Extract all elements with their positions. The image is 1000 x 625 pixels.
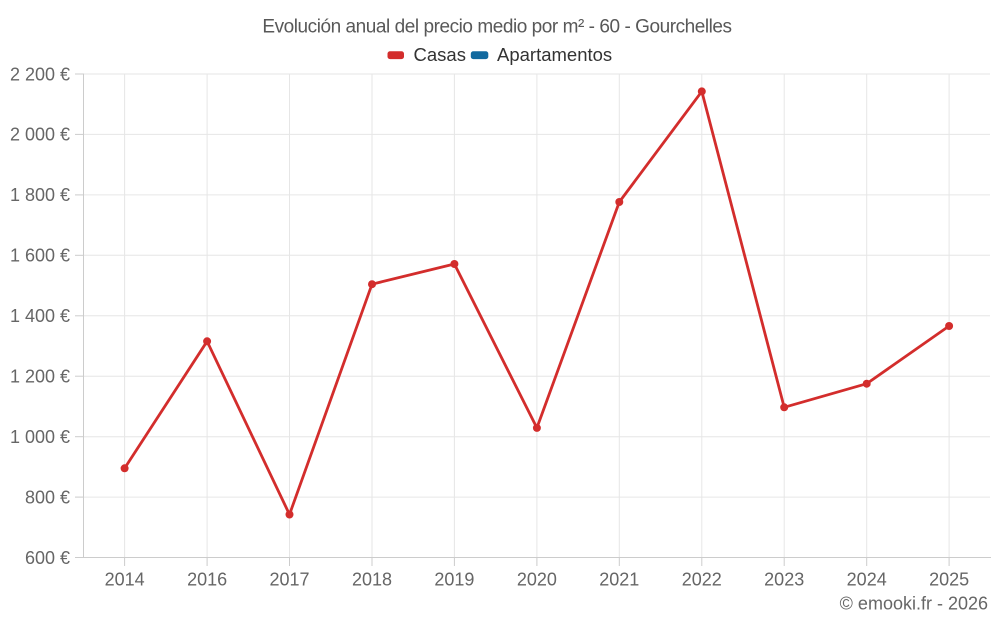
svg-text:2021: 2021: [599, 570, 639, 590]
svg-text:600 €: 600 €: [25, 548, 70, 568]
svg-text:1 800 €: 1 800 €: [10, 185, 70, 205]
svg-text:2025: 2025: [929, 570, 969, 590]
svg-text:1 400 €: 1 400 €: [10, 306, 70, 326]
svg-text:2019: 2019: [434, 570, 474, 590]
svg-text:2 000 €: 2 000 €: [10, 125, 70, 145]
svg-text:Casas: Casas: [414, 44, 466, 65]
svg-text:1 200 €: 1 200 €: [10, 367, 70, 387]
svg-text:2014: 2014: [105, 570, 145, 590]
svg-text:© emooki.fr - 2026: © emooki.fr - 2026: [840, 594, 988, 614]
svg-text:2024: 2024: [847, 570, 887, 590]
svg-text:2016: 2016: [187, 570, 227, 590]
svg-text:Apartamentos: Apartamentos: [497, 44, 612, 65]
svg-text:Evolución anual del precio med: Evolución anual del precio medio por m² …: [262, 17, 731, 38]
svg-text:2017: 2017: [269, 570, 309, 590]
svg-text:1 600 €: 1 600 €: [10, 246, 70, 266]
svg-text:1 000 €: 1 000 €: [10, 427, 70, 447]
svg-text:2018: 2018: [352, 570, 392, 590]
svg-text:2022: 2022: [682, 570, 722, 590]
svg-text:2023: 2023: [764, 570, 804, 590]
svg-text:2 200 €: 2 200 €: [10, 64, 70, 84]
svg-text:2020: 2020: [517, 570, 557, 590]
svg-text:800 €: 800 €: [25, 487, 70, 507]
